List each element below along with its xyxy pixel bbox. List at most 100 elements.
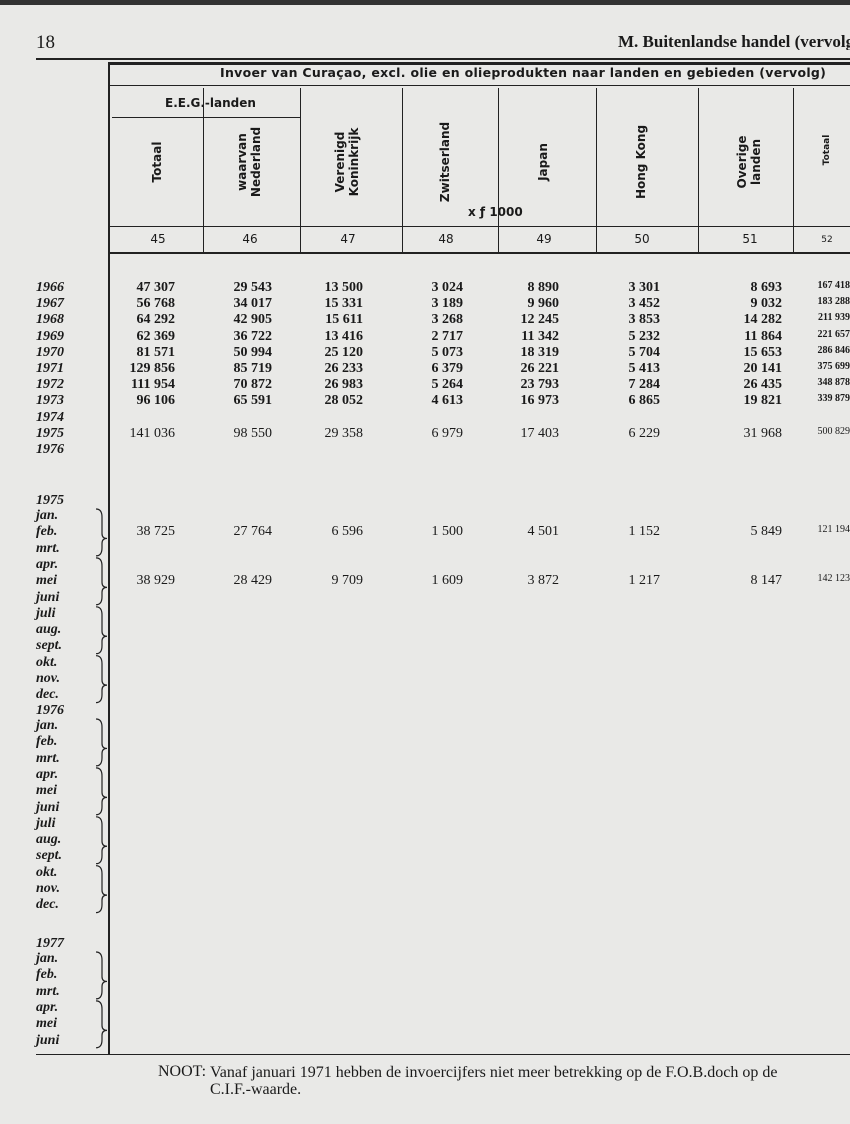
rule bbox=[110, 226, 850, 227]
cell-value: 1 217 bbox=[628, 573, 661, 589]
cell-value: 6 379 bbox=[431, 361, 464, 376]
month-label: nov. bbox=[36, 881, 60, 896]
row-label: 1972 bbox=[36, 377, 64, 393]
cell-value: 28 052 bbox=[324, 393, 364, 409]
cell-value: 19 821 bbox=[743, 393, 783, 409]
cell-value: 348 878 bbox=[817, 377, 850, 389]
cell-value: 36 722 bbox=[233, 328, 273, 344]
cell-value: 8 147 bbox=[750, 573, 783, 589]
month-label: okt. bbox=[36, 864, 58, 880]
cell-value: 16 973 bbox=[520, 393, 560, 409]
cell-value: 23 793 bbox=[520, 377, 560, 393]
row-label: 1975 bbox=[36, 426, 64, 441]
row-label: 1967 bbox=[36, 296, 64, 312]
cell-value: 111 954 bbox=[131, 377, 175, 393]
rule bbox=[108, 62, 850, 65]
brace bbox=[95, 718, 108, 767]
month-label: apr. bbox=[36, 766, 59, 782]
cell-value: 211 939 bbox=[818, 312, 850, 324]
month-label: mrt. bbox=[36, 540, 60, 556]
month-label: jan. bbox=[36, 951, 59, 966]
month-label: jan. bbox=[36, 508, 59, 523]
rule bbox=[110, 85, 850, 86]
column-number: 52 bbox=[821, 235, 833, 245]
cell-value: 3 452 bbox=[628, 296, 661, 312]
rule bbox=[793, 228, 794, 252]
column-number: 46 bbox=[242, 232, 258, 246]
brace bbox=[95, 1000, 108, 1049]
cell-value: 5 413 bbox=[628, 361, 661, 376]
column-header: Hong Kong bbox=[634, 124, 649, 200]
cell-value: 3 024 bbox=[431, 280, 464, 295]
cell-value: 3 268 bbox=[431, 312, 464, 328]
cell-value: 15 331 bbox=[324, 296, 364, 312]
rule bbox=[402, 228, 403, 252]
row-label: 1970 bbox=[36, 344, 64, 360]
rule bbox=[108, 62, 110, 1054]
cell-value: 5 232 bbox=[628, 328, 661, 344]
cell-value: 13 500 bbox=[324, 280, 364, 295]
cell-value: 3 301 bbox=[628, 280, 661, 295]
cell-value: 5 849 bbox=[750, 524, 783, 540]
cell-value: 25 120 bbox=[324, 344, 364, 360]
cell-value: 9 709 bbox=[331, 573, 364, 589]
cell-value: 4 613 bbox=[431, 393, 464, 409]
cell-value: 96 106 bbox=[136, 393, 176, 409]
month-label: okt. bbox=[36, 654, 58, 670]
month-label: juni bbox=[36, 1032, 60, 1048]
cell-value: 62 369 bbox=[136, 328, 176, 344]
note-lead: NOOT: bbox=[158, 1063, 207, 1080]
month-label: apr. bbox=[36, 556, 59, 572]
rule bbox=[36, 1054, 850, 1055]
cell-value: 183 288 bbox=[817, 296, 850, 308]
cell-value: 5 073 bbox=[431, 344, 464, 360]
cell-value: 286 846 bbox=[817, 344, 850, 356]
row-label: 1974 bbox=[36, 409, 64, 425]
cell-value: 31 968 bbox=[743, 426, 783, 441]
period-year: 1976 bbox=[36, 703, 64, 718]
cell-value: 221 657 bbox=[817, 328, 850, 340]
month-label: juli bbox=[36, 605, 56, 621]
month-label: aug. bbox=[36, 832, 62, 848]
column-header: Verenigd Koninkrijk bbox=[333, 127, 361, 197]
cell-value: 85 719 bbox=[233, 361, 273, 376]
cell-value: 1 500 bbox=[431, 524, 464, 540]
cell-value: 5 704 bbox=[628, 344, 661, 360]
month-label: nov. bbox=[36, 671, 60, 686]
cell-value: 375 699 bbox=[817, 361, 850, 372]
month-label: feb. bbox=[36, 524, 58, 540]
cell-value: 42 905 bbox=[233, 312, 273, 328]
rule bbox=[596, 88, 597, 252]
cell-value: 6 979 bbox=[431, 426, 464, 441]
cell-value: 98 550 bbox=[233, 426, 273, 441]
cell-value: 500 829 bbox=[817, 426, 850, 437]
cell-value: 26 221 bbox=[520, 361, 560, 376]
cell-value: 56 768 bbox=[136, 296, 176, 312]
cell-value: 26 233 bbox=[324, 361, 364, 376]
column-number: 50 bbox=[634, 232, 650, 246]
cell-value: 29 543 bbox=[233, 280, 273, 295]
brace bbox=[95, 767, 108, 816]
period-year: 1977 bbox=[36, 936, 64, 951]
rule bbox=[112, 117, 300, 118]
cell-value: 11 864 bbox=[744, 328, 782, 344]
cell-value: 64 292 bbox=[136, 312, 176, 328]
cell-value: 17 403 bbox=[520, 426, 560, 441]
row-label: 1968 bbox=[36, 312, 64, 328]
month-label: juli bbox=[36, 815, 56, 831]
rule bbox=[498, 228, 499, 252]
month-label: feb. bbox=[36, 967, 58, 983]
row-label: 1971 bbox=[36, 361, 64, 376]
brace bbox=[95, 951, 108, 1000]
note-text: Vanaf januari 1971 hebben de invoercijfe… bbox=[210, 1064, 778, 1098]
month-label: mei bbox=[36, 573, 57, 589]
month-label: feb. bbox=[36, 734, 58, 750]
month-label: dec. bbox=[36, 687, 59, 703]
column-header: Zwitserland bbox=[438, 121, 453, 203]
month-label: juni bbox=[36, 799, 60, 815]
rule bbox=[203, 228, 204, 252]
cell-value: 8 693 bbox=[750, 280, 783, 295]
brace bbox=[95, 816, 108, 865]
